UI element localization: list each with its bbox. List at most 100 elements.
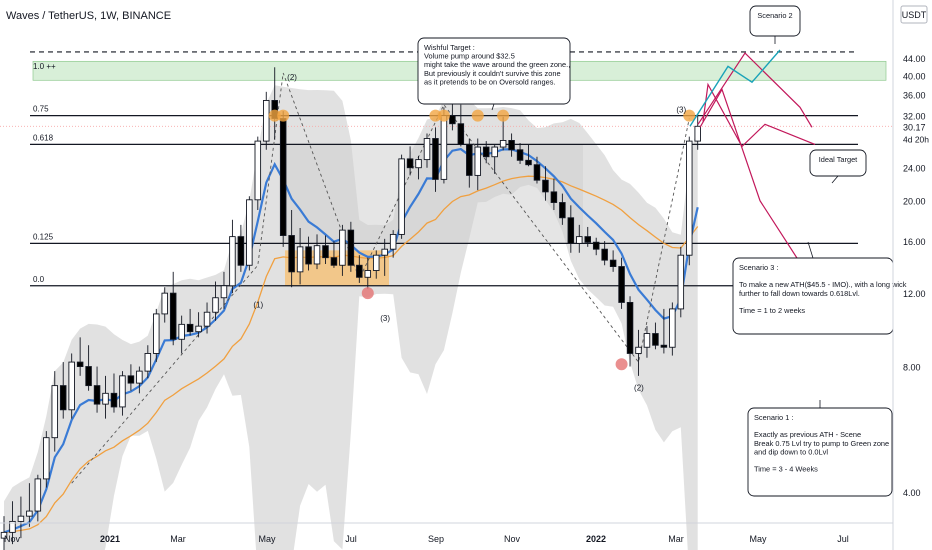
candle-body [229,236,236,287]
y-tick-label: 12.00 [903,289,926,299]
candle [415,156,422,180]
support-marker [361,287,374,300]
note-box [747,407,893,497]
candle [212,281,219,321]
candle-body [626,301,634,354]
candle [68,353,75,419]
note-line: To make a new ATH($45.5 - IMO)., with a … [739,280,907,289]
candle-body [93,385,101,405]
candle-body [364,270,372,278]
candle-body [660,344,668,348]
candle [322,235,329,264]
note-line: Scenario 3 : [739,263,778,272]
note-box [749,5,801,37]
candle [618,257,625,309]
resistance-marker [683,109,696,122]
candle [186,308,194,336]
candle-body [76,361,84,367]
candle-body [102,392,109,405]
candle-body [322,245,329,259]
candle-body [110,392,118,408]
candle [93,366,101,413]
candle-body [406,158,414,169]
candle [482,141,490,164]
candle-body [263,100,270,142]
candle [584,226,591,247]
last-price-badge[interactable]: 30.17 4d 20h [894,120,932,145]
note-box [809,149,867,177]
candle [59,362,67,419]
currency-badge[interactable]: USDT [900,5,928,24]
candle [559,193,566,225]
candle [542,166,549,201]
candle-body [68,361,75,411]
candle [643,326,651,358]
candle [246,196,253,271]
resistance-marker [437,109,450,122]
candle [220,271,228,309]
scenario1-note: Scenario 1 : Exactly as previous ATH - Sc… [747,400,893,497]
candle-body [144,353,152,372]
scenario-3-path [702,82,816,148]
candle [296,228,304,285]
candle [533,156,541,184]
candle [161,287,168,323]
candle [389,230,397,258]
candle-body [372,254,380,271]
x-tick-label: Nov [4,534,21,544]
candle-body [550,191,558,203]
candle [254,136,262,210]
candle-body [279,118,287,236]
note-line: But previously it couldn't survive this … [424,69,561,78]
last-price-value: 30.17 [903,122,926,132]
candle [592,237,600,256]
candle-body [254,140,262,201]
scenario3-note: Scenario 3 : To make a new ATH($45.5 - IM… [732,241,907,335]
scenario-1-path [699,87,823,287]
y-tick-label: 8.00 [903,363,921,373]
x-tick-label: Jul [345,534,357,544]
candle [457,104,465,147]
wave-label: (1) [253,300,263,309]
candle-body [584,236,591,243]
ideal-note: Ideal Target [809,149,867,184]
candle-body [389,233,397,250]
candle-body [686,140,693,256]
scenario-2-path [689,49,781,127]
candle-body [576,236,583,244]
candle [474,138,482,191]
volatility-band [4,85,698,550]
candle-body [127,375,135,384]
scenario-3b-path [697,52,813,128]
candle [609,250,617,272]
x-tick-label: May [749,534,767,544]
candle-body [567,217,575,244]
candle-body [43,437,50,480]
candle [127,364,135,391]
note-line: as it pretends to be on Oversold ranges. [424,77,555,86]
candle [85,345,92,391]
note-box [417,37,571,105]
candle-body [17,515,25,522]
candle [372,250,380,279]
candle [26,483,33,527]
candle-body [161,292,168,315]
wave-label: (3) [380,314,390,323]
candle [305,236,312,271]
candle [567,205,575,253]
support-marker [615,358,628,371]
candle [144,345,152,379]
wave-label: (2) [287,73,297,82]
candle [364,257,372,289]
candle-body [220,285,228,299]
resistance-marker [497,109,510,122]
candle [339,224,346,276]
fib-level-label: 0.618 [33,133,54,142]
candle-body [330,257,338,266]
y-tick-label: 24.00 [903,164,926,174]
x-tick-label: May [258,534,276,544]
candle [499,116,507,151]
candle [178,315,185,354]
